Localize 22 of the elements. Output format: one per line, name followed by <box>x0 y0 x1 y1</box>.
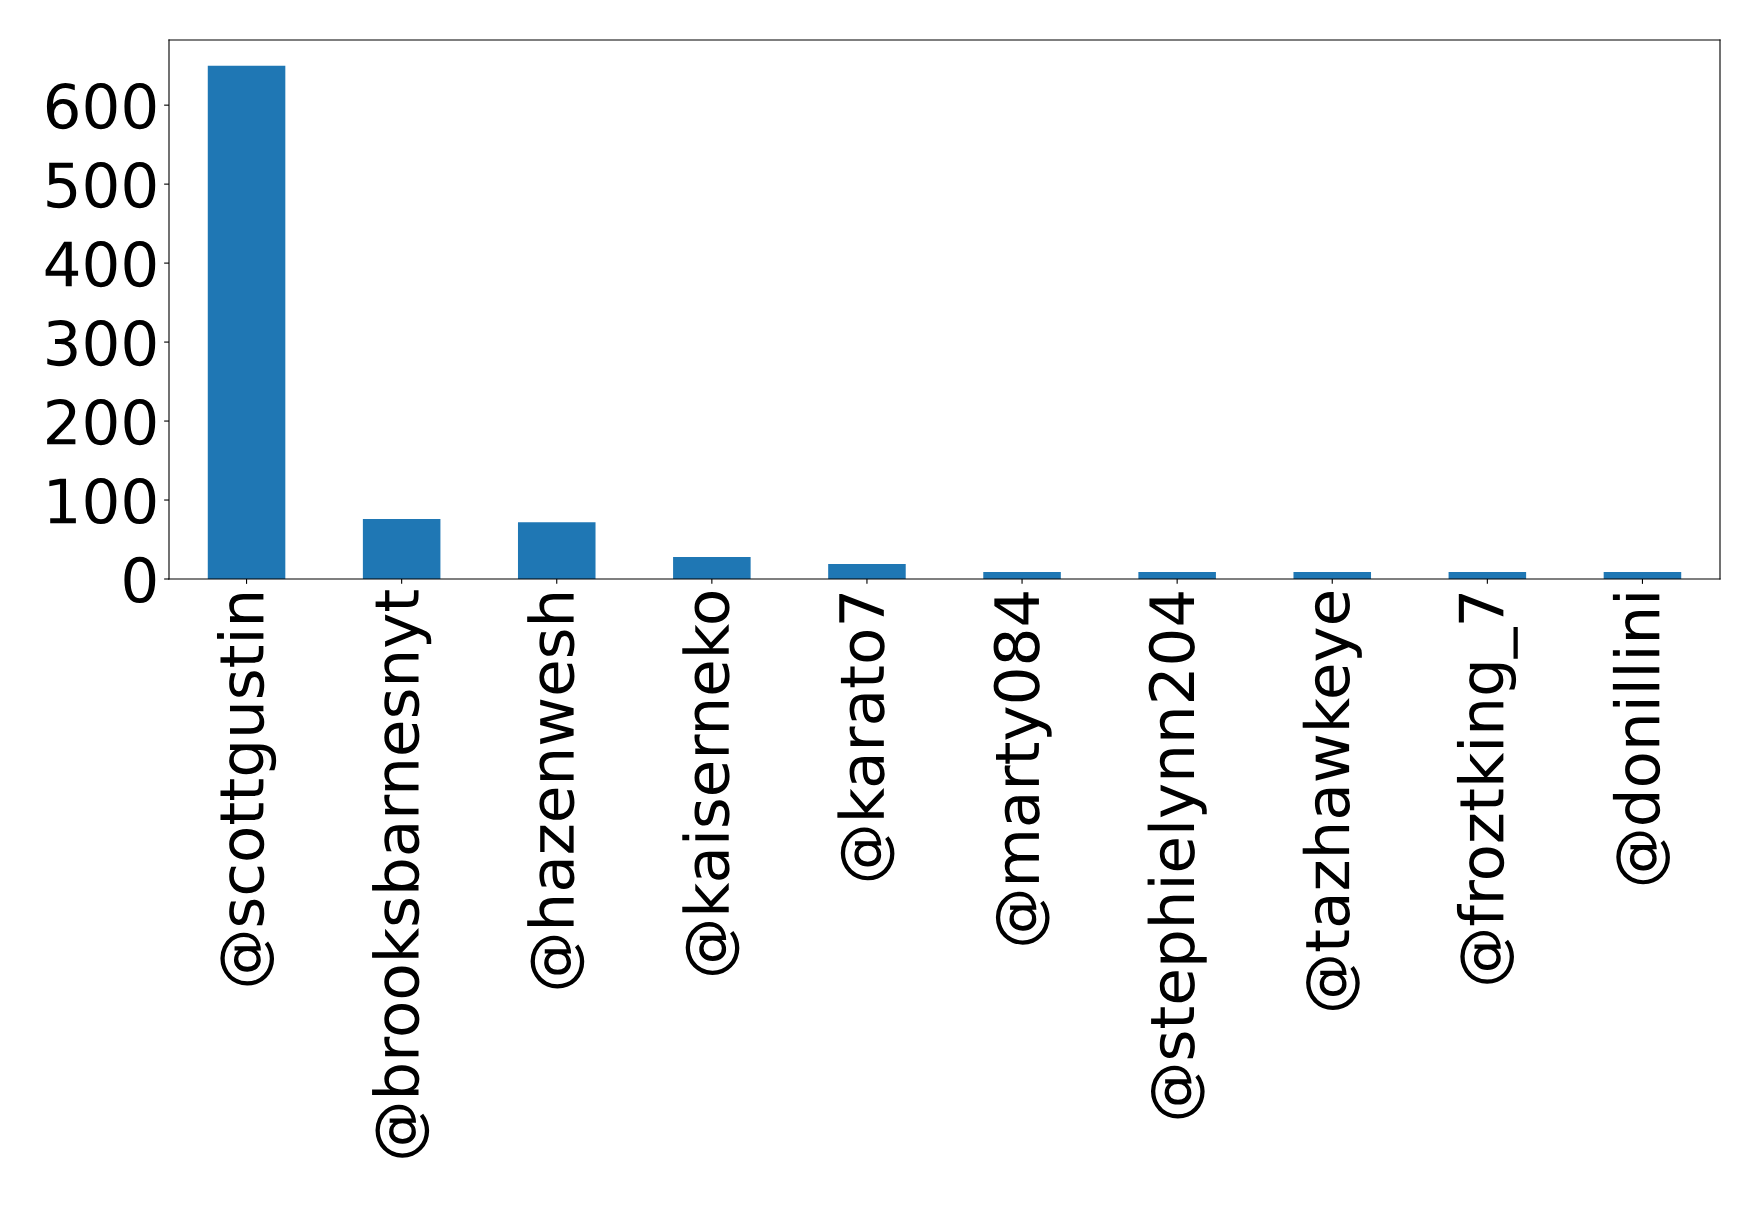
x-tick-label: @hazenwesh <box>527 593 585 989</box>
bar <box>207 65 286 579</box>
x-tick-label: @brooksbarnesnyt <box>372 590 432 1158</box>
x-tick-label: @stephielynn204 <box>1147 592 1207 1119</box>
y-tick-label: 300 <box>47 319 156 367</box>
y-tick-label: 0 <box>124 556 156 604</box>
x-tick-label: @froztking_7 <box>1456 593 1518 984</box>
bar <box>517 522 596 579</box>
y-tick-label: 400 <box>45 240 156 288</box>
y-tick-label: 500 <box>47 161 156 209</box>
bar <box>362 518 441 579</box>
bar <box>673 556 751 579</box>
x-tick-label: @marty084 <box>993 592 1052 945</box>
x-tick-label: @donillini <box>1612 594 1670 885</box>
x-tick-label: @tazhawkeye <box>1302 591 1362 1010</box>
bar <box>828 563 906 579</box>
x-tick-label: @karato7 <box>837 593 895 881</box>
x-tick-label: @scottgustin <box>216 593 277 986</box>
y-tick-label: 200 <box>47 398 156 446</box>
y-tick-label: 600 <box>46 83 156 130</box>
x-tick-label: @kaiserneko <box>682 592 740 975</box>
y-tick-label: 100 <box>49 477 156 525</box>
